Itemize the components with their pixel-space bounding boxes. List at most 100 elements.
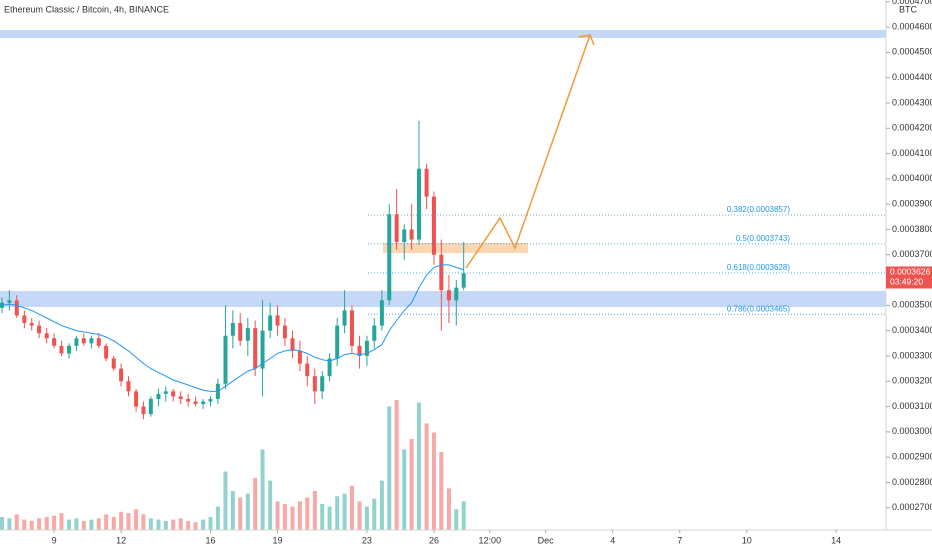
volume-bar xyxy=(379,480,384,530)
volume-bar xyxy=(215,506,220,530)
y-tick-label: 0.0004100 xyxy=(892,148,932,158)
candle-body xyxy=(245,328,250,341)
volume-bar xyxy=(67,519,72,530)
volume-bar xyxy=(357,501,362,530)
y-tick-label: 0.0002800 xyxy=(892,477,932,487)
volume-bar xyxy=(439,452,444,530)
volume-bar xyxy=(320,504,325,530)
target-zone xyxy=(383,243,528,253)
x-tick-label: 10 xyxy=(742,535,752,545)
volume-bar xyxy=(208,517,213,530)
moving-average xyxy=(1,264,464,392)
x-tick-label: 12 xyxy=(116,535,126,545)
y-tick-label: 0.0004400 xyxy=(892,72,932,82)
volume-bar xyxy=(96,518,101,530)
x-tick-label: 19 xyxy=(273,535,283,545)
candle-body xyxy=(416,168,421,240)
candle-body xyxy=(461,273,466,288)
candle-body xyxy=(312,376,317,392)
fib-label: 0.5(0.0003743) xyxy=(736,234,791,243)
volume-bar xyxy=(275,501,280,530)
y-tick-label: 0.0003300 xyxy=(892,350,932,360)
y-tick-label: 0.0004000 xyxy=(892,173,932,183)
candle-body xyxy=(81,338,86,344)
volume-bar xyxy=(364,506,369,530)
candle-body xyxy=(387,214,392,301)
y-tick-label: 0.0003400 xyxy=(892,325,932,335)
support-zone xyxy=(0,291,886,307)
y-tick-label: 0.0004500 xyxy=(892,47,932,57)
volume-bar xyxy=(119,511,124,530)
fib-label: 0.786(0.0003465) xyxy=(727,304,791,313)
y-tick-label: 0.0004600 xyxy=(892,21,932,31)
y-tick-label: 0.0003900 xyxy=(892,199,932,209)
volume-bar xyxy=(409,439,414,530)
volume-bar xyxy=(7,518,12,530)
candle-body xyxy=(454,287,459,301)
candle-body xyxy=(446,290,451,301)
x-tick-label: 14 xyxy=(831,535,841,545)
candle-body xyxy=(357,345,362,356)
x-tick-label: 23 xyxy=(362,535,372,545)
candle-body xyxy=(335,325,340,359)
volume-bar xyxy=(37,518,42,530)
candle-body xyxy=(126,381,131,392)
volume-bar xyxy=(335,496,340,530)
volume-bar xyxy=(260,449,265,530)
candle-body xyxy=(260,330,265,369)
candle-body xyxy=(111,358,116,369)
volume-bar xyxy=(245,493,250,530)
candle-body xyxy=(327,358,332,377)
volume-bar xyxy=(290,506,295,530)
candle-body xyxy=(282,325,287,339)
candle-body xyxy=(134,391,139,407)
candle-body xyxy=(148,398,153,415)
candle-body xyxy=(201,401,206,405)
candle-body xyxy=(96,338,101,346)
candle-body xyxy=(14,300,19,316)
candle-body xyxy=(223,335,228,384)
y-tick-label: 0.0003100 xyxy=(892,401,932,411)
volume-bar xyxy=(327,506,332,530)
volume-bar xyxy=(14,514,19,530)
fib-label: 0.382(0.0003857) xyxy=(727,205,791,214)
candle-body xyxy=(37,325,42,334)
volume-bar xyxy=(394,400,399,530)
candle-body xyxy=(402,229,407,243)
volume-bar xyxy=(22,519,27,530)
candle-body xyxy=(424,168,429,197)
candle-body xyxy=(268,315,273,331)
volume-bar xyxy=(186,520,191,530)
volume-bar xyxy=(446,488,451,530)
candle-body xyxy=(238,323,243,341)
candle-body xyxy=(349,310,354,346)
volume-bar xyxy=(268,480,273,530)
x-tick-label: 9 xyxy=(52,535,57,545)
volume-bar xyxy=(171,519,176,530)
candle-body xyxy=(44,333,49,339)
volume-bar xyxy=(312,491,317,530)
volume-bar xyxy=(372,498,377,530)
volume-bar xyxy=(89,519,94,530)
y-tick-label: 0.0003000 xyxy=(892,426,932,436)
volume-bar xyxy=(402,449,407,530)
x-tick-label: 4 xyxy=(610,535,615,545)
volume-bar xyxy=(349,485,354,530)
candle-body xyxy=(74,338,79,346)
projection-arrowhead xyxy=(578,34,595,46)
candle-body xyxy=(22,315,27,324)
y-tick-label: 0.0003800 xyxy=(892,224,932,234)
volume-bar xyxy=(44,517,49,530)
candle-body xyxy=(186,398,191,402)
candle-body xyxy=(305,363,310,377)
chart-title: Ethereum Classic / Bitcoin, 4h, BINANCE xyxy=(4,4,169,14)
x-tick-label: 12:00 xyxy=(479,535,502,545)
candle-body xyxy=(208,398,213,402)
y-tick-label: 0.0003700 xyxy=(892,249,932,259)
candle-body xyxy=(342,310,347,326)
x-tick-label: 7 xyxy=(677,535,682,545)
candle-body xyxy=(141,406,146,415)
last-price-label: 0.0003626 xyxy=(890,267,930,277)
plot xyxy=(0,120,466,530)
resistance-zone xyxy=(0,30,886,38)
